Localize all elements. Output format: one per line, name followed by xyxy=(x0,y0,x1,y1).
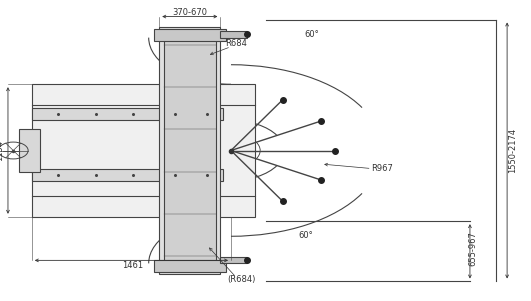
Bar xyxy=(32,108,223,120)
Text: R967: R967 xyxy=(371,164,393,173)
Bar xyxy=(32,84,255,217)
Bar xyxy=(154,29,226,41)
Text: R684: R684 xyxy=(225,39,247,48)
Text: 1461: 1461 xyxy=(122,261,143,270)
Bar xyxy=(154,260,226,272)
Bar xyxy=(19,129,40,172)
Text: (R684): (R684) xyxy=(227,275,256,284)
Bar xyxy=(220,31,247,38)
Text: 370-670: 370-670 xyxy=(172,8,207,17)
Text: 655-967: 655-967 xyxy=(468,231,477,266)
Bar xyxy=(220,257,247,263)
Text: 1154: 1154 xyxy=(0,140,4,161)
Bar xyxy=(164,39,216,262)
Bar xyxy=(32,169,223,181)
Bar xyxy=(159,27,220,274)
Text: 1550-2174: 1550-2174 xyxy=(508,128,517,173)
Text: 60°: 60° xyxy=(305,30,320,39)
Text: 60°: 60° xyxy=(298,231,313,240)
